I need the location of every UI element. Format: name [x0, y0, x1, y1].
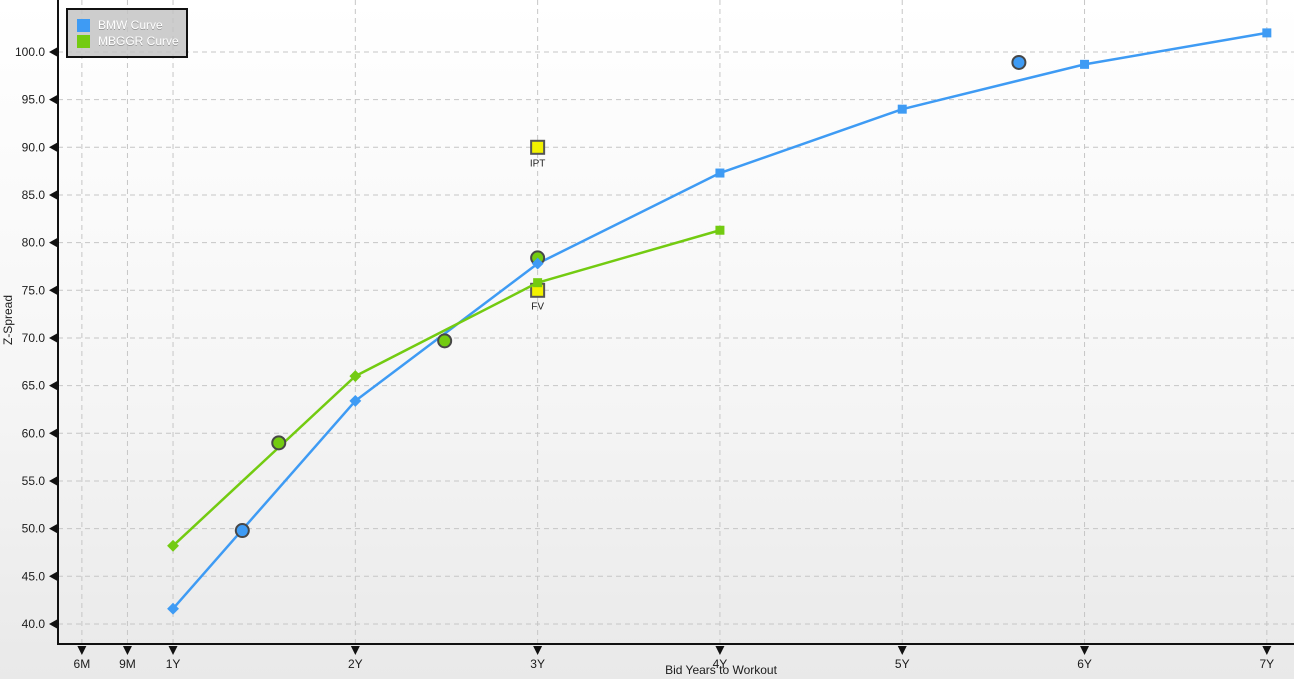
x-tick-label: 5Y [895, 657, 910, 671]
x-tick-mark [1262, 646, 1272, 655]
x-tick-label: 6M [74, 657, 91, 671]
bond-point-bmw-curve[interactable] [234, 523, 250, 539]
x-tick-mark [77, 646, 87, 655]
curve-node-marker[interactable] [533, 278, 543, 288]
y-tick-mark [49, 333, 57, 343]
y-tick-mark [49, 285, 57, 295]
x-tick-label: 4Y [713, 657, 728, 671]
y-tick-label: 45.0 [22, 569, 46, 583]
y-tick-label: 95.0 [22, 93, 46, 107]
x-tick-label: 7Y [1259, 657, 1274, 671]
x-tick-label: 3Y [530, 657, 545, 671]
bond-point-bmw-curve[interactable] [1011, 54, 1027, 70]
y-tick-mark [49, 381, 57, 391]
bond-point-mbggr-curve[interactable] [437, 333, 453, 349]
fv-label: FV [531, 301, 544, 312]
y-tick-label: 50.0 [22, 522, 46, 536]
x-tick-label: 2Y [348, 657, 363, 671]
axes [57, 0, 1294, 645]
x-tick-mark [122, 646, 132, 655]
legend[interactable]: BMW Curve MBGGR Curve [66, 8, 188, 58]
curve-node-marker[interactable] [715, 225, 725, 235]
x-tick-mark [533, 646, 543, 655]
y-tick-label: 100.0 [15, 45, 45, 59]
curve-node-marker[interactable] [349, 370, 362, 383]
ipt-marker[interactable] [530, 139, 546, 155]
y-tick-mark [49, 571, 57, 581]
y-tick-mark [49, 524, 57, 534]
y-tick-label: 85.0 [22, 188, 46, 202]
mbggr-curve-line[interactable] [171, 228, 722, 548]
y-tick-mark [49, 476, 57, 486]
x-tick-label: 1Y [166, 657, 181, 671]
y-tick-label: 90.0 [22, 140, 46, 154]
x-tick-label: 6Y [1077, 657, 1092, 671]
y-tick-mark [49, 428, 57, 438]
gridlines [58, 0, 1294, 644]
y-tick-label: 80.0 [22, 236, 46, 250]
curve-node-marker[interactable] [349, 394, 362, 407]
legend-entry-bmw-curve[interactable]: BMW Curve [77, 17, 186, 32]
y-tick-label: 65.0 [22, 379, 46, 393]
y-tick-label: 40.0 [22, 617, 46, 631]
y-tick-mark [49, 95, 57, 105]
y-tick-mark [49, 142, 57, 152]
y-tick-mark [49, 238, 57, 248]
x-tick-mark [715, 646, 725, 655]
y-tick-label: 55.0 [22, 474, 46, 488]
curve-node-marker[interactable] [531, 257, 544, 270]
y-tick-mark [49, 190, 57, 200]
curve-node-marker[interactable] [1262, 28, 1272, 38]
curve-node-marker[interactable] [1080, 59, 1090, 69]
legend-entry-mbggr-curve[interactable]: MBGGR Curve [77, 33, 186, 48]
bond-point-mbggr-curve[interactable] [271, 435, 287, 451]
y-tick-label: 70.0 [22, 331, 46, 345]
legend-label: MBGGR Curve [98, 33, 179, 48]
legend-label: BMW Curve [98, 17, 163, 32]
legend-swatch [77, 34, 90, 48]
curve-node-marker[interactable] [715, 168, 725, 178]
x-tick-mark [168, 646, 178, 655]
y-tick-mark [49, 47, 57, 57]
legend-swatch [77, 18, 90, 32]
curve-node-marker[interactable] [897, 104, 907, 114]
x-tick-mark [350, 646, 360, 655]
x-axis-title: Bid Years to Workout [665, 663, 778, 677]
y-axis-title: Z-Spread [1, 295, 15, 345]
y-tick-label: 75.0 [22, 283, 46, 297]
y-tick-mark [49, 619, 57, 629]
x-tick-label: 9M [119, 657, 136, 671]
y-tick-label: 60.0 [22, 426, 46, 440]
x-tick-mark [1080, 646, 1090, 655]
x-tick-mark [897, 646, 907, 655]
ipt-label: IPT [530, 158, 546, 169]
